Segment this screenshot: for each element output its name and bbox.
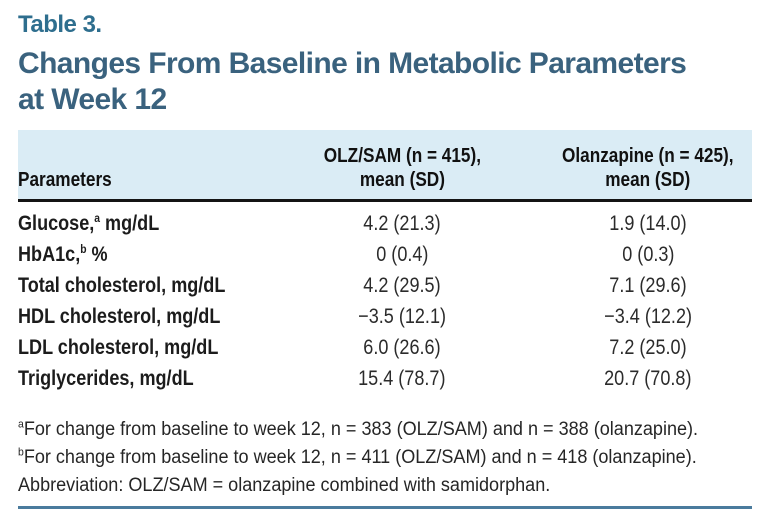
footnote-b-text: For change from baseline to week 12, n =…	[23, 447, 697, 468]
table-row-triglycerides: Triglycerides, mg/dL 15.4 (78.7) 20.7 (7…	[18, 363, 752, 394]
row-value-olanzapine: 7.1 (29.6)	[609, 273, 687, 297]
footnote-b-marker: b	[18, 446, 24, 459]
table-body: Glucose,a mg/dL 4.2 (21.3) 1.9 (14.0) Hb…	[18, 202, 752, 394]
row-label: LDL cholesterol, mg/dL	[18, 335, 219, 359]
row-value-olzsam: 15.4 (78.7)	[358, 366, 446, 390]
footnote-a: aFor change from baseline to week 12, n …	[18, 416, 752, 444]
row-value-olanzapine: 1.9 (14.0)	[609, 211, 687, 235]
row-label: Total cholesterol, mg/dL	[18, 273, 226, 297]
row-value-olzsam: 0 (0.4)	[375, 242, 429, 266]
header-olzsam-line-1: OLZ/SAM (n = 415),	[323, 145, 481, 167]
row-value-olzsam: −3.5 (12.1)	[358, 304, 446, 328]
footnote-abbreviation-text: Abbreviation: OLZ/SAM = olanzapine combi…	[18, 475, 551, 496]
row-value-olzsam: 4.2 (21.3)	[363, 211, 441, 235]
header-olanzapine-line-1: Olanzapine (n = 425),	[562, 145, 734, 167]
row-value-olanzapine: 0 (0.3)	[621, 242, 675, 266]
footnote-abbreviation: Abbreviation: OLZ/SAM = olanzapine combi…	[18, 472, 752, 500]
row-value-olanzapine: 20.7 (70.8)	[604, 366, 692, 390]
page-title-line-1: Changes From Baseline in Metabolic Param…	[18, 47, 687, 80]
footnote-marker-a: a	[94, 210, 101, 225]
table-row-hba1c: HbA1c,b % 0 (0.4) 0 (0.3)	[18, 239, 752, 270]
header-olzsam: OLZ/SAM (n = 415), mean (SD)	[260, 144, 544, 192]
footnote-a-text: For change from baseline to week 12, n =…	[23, 419, 699, 440]
metabolic-parameters-table: Parameters OLZ/SAM (n = 415), mean (SD) …	[18, 130, 752, 394]
row-value-olzsam: 6.0 (26.6)	[363, 335, 441, 359]
table-footnotes: aFor change from baseline to week 12, n …	[18, 416, 752, 500]
row-value-olzsam: 4.2 (29.5)	[363, 273, 441, 297]
footnote-a-marker: a	[18, 418, 24, 431]
bottom-rule	[18, 506, 752, 509]
header-parameters: Parameters	[18, 169, 112, 191]
row-label: Triglycerides, mg/dL	[18, 366, 194, 390]
header-olanzapine-line-2: mean (SD)	[605, 169, 691, 191]
page-title-line-2: at Week 12	[18, 83, 167, 116]
row-label: HbA1c,b %	[18, 241, 108, 266]
table-row-ldl-cholesterol: LDL cholesterol, mg/dL 6.0 (26.6) 7.2 (2…	[18, 332, 752, 363]
header-olanzapine: Olanzapine (n = 425), mean (SD)	[544, 144, 752, 192]
page-title: Changes From Baseline in Metabolic Param…	[18, 46, 752, 118]
table-header-row: Parameters OLZ/SAM (n = 415), mean (SD) …	[18, 130, 752, 202]
table-eyebrow: Table 3.	[18, 11, 102, 38]
footnote-marker-b: b	[80, 241, 87, 256]
row-label: HDL cholesterol, mg/dL	[18, 304, 221, 328]
row-label: Glucose,a mg/dL	[18, 210, 160, 235]
table-row-glucose: Glucose,a mg/dL 4.2 (21.3) 1.9 (14.0)	[18, 208, 752, 239]
footnote-b: bFor change from baseline to week 12, n …	[18, 444, 752, 472]
table-row-total-cholesterol: Total cholesterol, mg/dL 4.2 (29.5) 7.1 …	[18, 270, 752, 301]
row-value-olanzapine: −3.4 (12.2)	[604, 304, 692, 328]
row-value-olanzapine: 7.2 (25.0)	[609, 335, 687, 359]
table-row-hdl-cholesterol: HDL cholesterol, mg/dL −3.5 (12.1) −3.4 …	[18, 301, 752, 332]
header-olzsam-line-2: mean (SD)	[359, 169, 445, 191]
